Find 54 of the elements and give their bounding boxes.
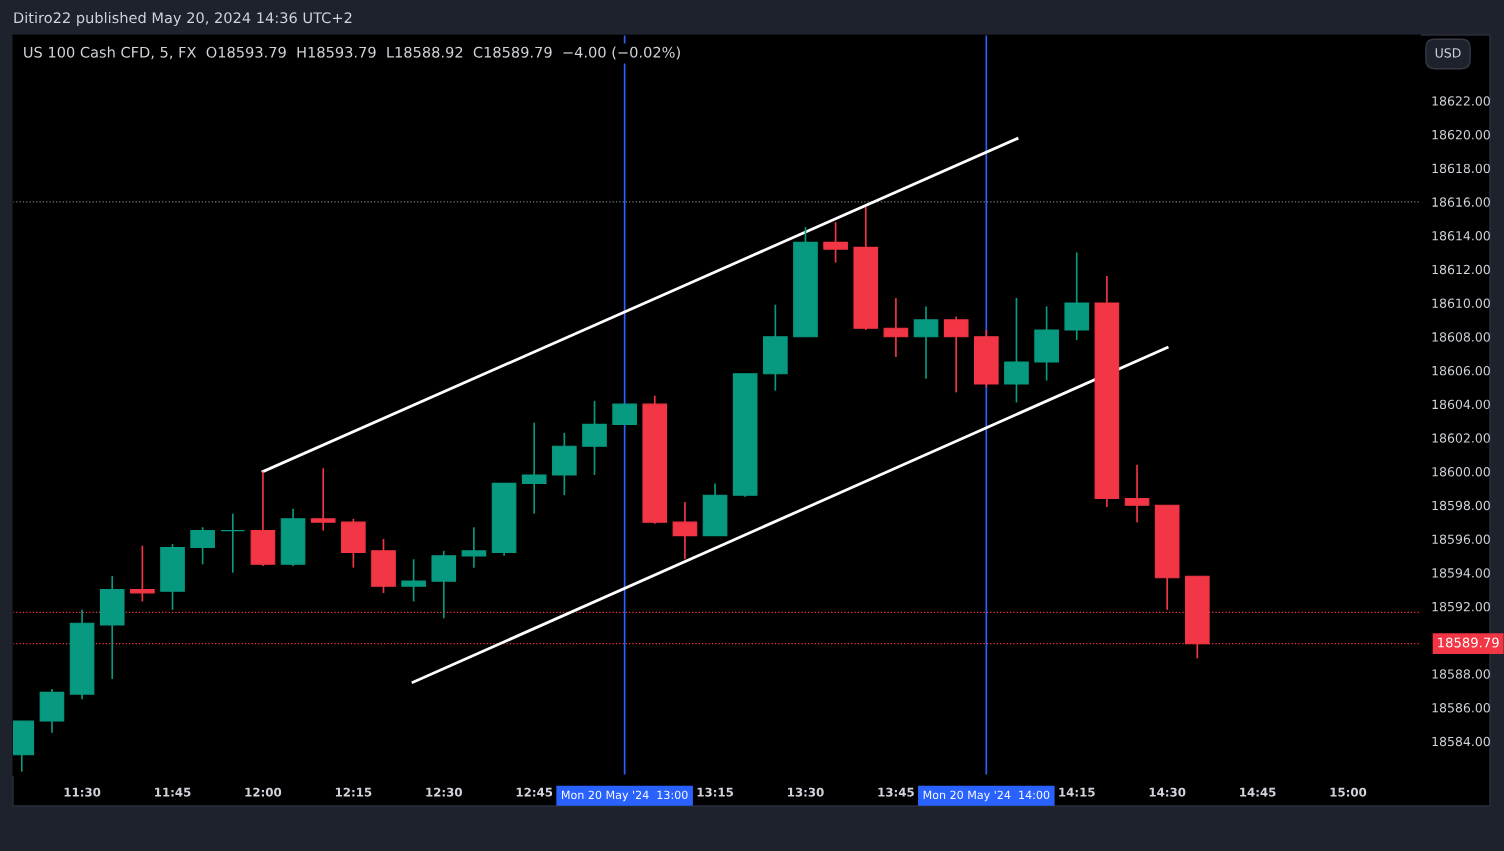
candlestick	[220, 512, 246, 574]
y-tick-label: 18622.00	[1432, 96, 1490, 106]
y-tick-label: 18618.00	[1432, 163, 1490, 174]
candlestick	[612, 403, 637, 425]
x-tick-label: 12:45	[516, 787, 553, 797]
candlestick	[190, 526, 215, 566]
x-tick-label: 13:45	[878, 787, 914, 797]
text: US 100 Cash CFD, 5, FX O18593.79 H18593.79 L18588.92 C18589.79 −4.00 (−0.02%)	[24, 46, 680, 60]
ref-line-label: 18589.79	[1438, 637, 1499, 648]
y-tick-label: 18598.00	[1432, 500, 1490, 511]
y-tick-label: 18616.00	[1432, 197, 1490, 207]
chart-title: Ditiro22 published May 20, 2024 14:36 UTC+2	[14, 11, 352, 27]
x-tick-label: 13:15	[697, 787, 734, 797]
candlestick	[310, 467, 336, 532]
candlestick	[521, 421, 547, 515]
x-tick-label: 11:45	[155, 787, 191, 797]
candlestick	[461, 526, 487, 569]
candlestick	[913, 305, 939, 380]
candlestick	[130, 544, 155, 603]
candlestick	[943, 315, 969, 394]
x-tick-label: 12:15	[335, 787, 372, 797]
y-tick-label: 18602.00	[1432, 433, 1490, 443]
x-tick-label: 11:30	[64, 787, 101, 797]
text: USD	[1435, 48, 1461, 58]
candlestick	[1124, 464, 1150, 523]
y-tick-label: 18620.00	[1432, 129, 1490, 140]
y-tick-label: 18592.00	[1432, 601, 1490, 612]
y-tick-label: 18614.00	[1432, 231, 1490, 241]
y-tick-label: 18604.00	[1432, 399, 1490, 410]
y-tick-label: 18588.00	[1432, 669, 1490, 679]
x-tick-label: 14:30	[1149, 787, 1186, 797]
y-tick-label: 18606.00	[1432, 365, 1490, 376]
y-tick-label: 18612.00	[1432, 264, 1490, 275]
y-tick-label: 18596.00	[1432, 534, 1490, 544]
y-tick-label: 18586.00	[1432, 703, 1490, 713]
candlestick	[582, 399, 607, 476]
x-tick-label: 15:00	[1330, 787, 1367, 797]
y-tick-label: 18610.00	[1432, 298, 1490, 308]
y-tick-label: 18600.00	[1432, 467, 1490, 477]
candlestick	[883, 297, 909, 358]
x-tick-label: 12:00	[245, 787, 282, 797]
x-tick-label: 12:30	[426, 787, 463, 797]
candlestick	[401, 558, 426, 603]
y-tick-label: 18584.00	[1432, 736, 1490, 747]
candlestick	[672, 501, 698, 561]
ref-line-label: Mon 20 May '24 14:00	[923, 790, 1050, 802]
y-tick-label: 18608.00	[1432, 332, 1490, 342]
ref-line-label: Mon 20 May '24 13:00	[562, 790, 688, 802]
y-tick-label: 18594.00	[1432, 568, 1490, 578]
candlestick	[1004, 297, 1029, 404]
x-tick-label: 13:30	[788, 787, 824, 797]
x-tick-label: 14:45	[1240, 787, 1276, 797]
candlestick	[823, 221, 848, 264]
x-tick-label: 14:15	[1059, 787, 1095, 797]
